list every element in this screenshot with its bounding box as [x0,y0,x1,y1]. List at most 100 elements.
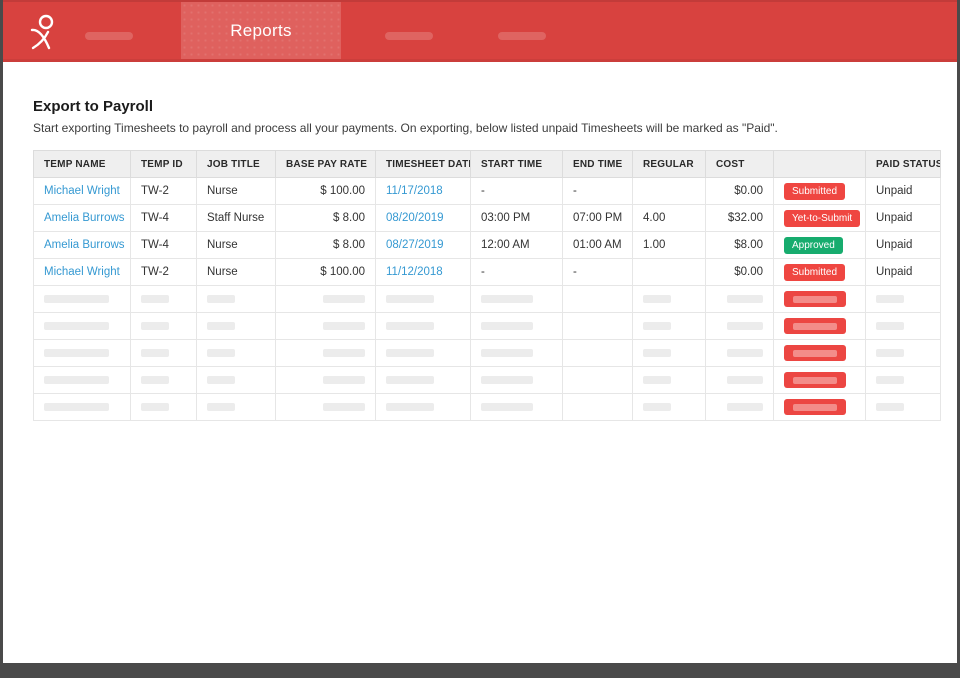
page-description: Start exporting Timesheets to payroll an… [33,121,778,135]
skeleton-bar [876,348,904,357]
table-header-row: TEMP NAME TEMP ID JOB TITLE BASE PAY RAT… [33,150,941,178]
table-row: Amelia Burrows TW-4 Staff Nurse $ 8.00 0… [33,204,941,232]
page-title: Export to Payroll [33,98,154,115]
column-header-temp-id: TEMP ID [130,150,197,178]
skeleton-status-badge [784,318,846,334]
skeleton-bar [323,348,365,357]
tab-reports[interactable]: Reports [181,2,341,59]
timesheet-date-cell: 11/17/2018 [375,177,471,205]
skeleton-bar [876,321,904,330]
skeleton-table-row [33,393,941,421]
job-title-cell: Staff Nurse [196,204,276,232]
nav-item-placeholder[interactable] [85,32,133,40]
end-time-cell: - [562,177,633,205]
timesheet-date-cell: 08/20/2019 [375,204,471,232]
timesheet-date-link[interactable]: 08/20/2019 [386,212,444,224]
skeleton-bar [323,294,365,303]
skeleton-status-badge [784,372,846,388]
start-time-cell: - [470,177,563,205]
temp-id-cell: TW-2 [130,177,197,205]
base-pay-rate-cell: $ 8.00 [275,231,376,259]
skeleton-bar [481,348,533,357]
skeleton-bar [643,375,671,384]
start-time-cell: 12:00 AM [470,231,563,259]
skeleton-bar [386,402,434,411]
skeleton-bar [386,348,434,357]
tab-reports-label: Reports [230,20,292,40]
skeleton-bar [727,321,763,330]
skeleton-status-badge [784,399,846,415]
timesheet-date-link[interactable]: 11/17/2018 [386,185,443,197]
skeleton-bar [141,321,169,330]
skeleton-bar [141,348,169,357]
nav-item-placeholder[interactable] [498,32,546,40]
job-title-cell: Nurse [196,177,276,205]
cost-cell: $32.00 [705,204,774,232]
skeleton-table-row [33,312,941,340]
skeleton-status-badge [784,291,846,307]
status-cell: Yet-to-Submit [773,204,866,232]
skeleton-status-badge [784,345,846,361]
status-cell: Submitted [773,258,866,286]
column-header-status [773,150,866,178]
skeleton-bar [876,375,904,384]
skeleton-bar [481,294,533,303]
timesheet-status-badge: Yet-to-Submit [784,209,861,227]
skeleton-bar [44,375,109,384]
column-header-job-title: JOB TITLE [196,150,276,178]
temp-name-link[interactable]: Amelia Burrows [44,239,125,251]
temp-name-cell: Amelia Burrows [33,204,131,232]
temp-name-link[interactable]: Michael Wright [44,266,120,278]
column-header-end-time: END TIME [562,150,633,178]
skeleton-bar [44,294,109,303]
skeleton-bar [481,402,533,411]
skeleton-bar [727,294,763,303]
status-cell: Approved [773,231,866,259]
regular-cell: 4.00 [632,204,706,232]
temp-id-cell: TW-4 [130,204,197,232]
timesheet-date-cell: 11/12/2018 [375,258,471,286]
temp-name-cell: Amelia Burrows [33,231,131,259]
top-navigation-bar: Reports [3,0,957,62]
skeleton-bar [323,375,365,384]
skeleton-bar [876,402,904,411]
temp-name-cell: Michael Wright [33,258,131,286]
regular-cell [632,258,706,286]
timesheet-status-badge: Submitted [784,263,846,281]
temp-id-cell: TW-4 [130,231,197,259]
base-pay-rate-cell: $ 8.00 [275,204,376,232]
temp-id-cell: TW-2 [130,258,197,286]
end-time-cell: - [562,258,633,286]
paid-status-cell: Unpaid [865,204,941,232]
skeleton-table-row [33,339,941,367]
nav-item-placeholder[interactable] [385,32,433,40]
skeleton-bar [207,375,235,384]
table-row: Amelia Burrows TW-4 Nurse $ 8.00 08/27/2… [33,231,941,259]
timesheets-table: TEMP NAME TEMP ID JOB TITLE BASE PAY RAT… [33,150,941,421]
cost-cell: $0.00 [705,177,774,205]
column-header-base-pay-rate: BASE PAY RATE [275,150,376,178]
skeleton-table-row [33,285,941,313]
skeleton-bar [386,375,434,384]
column-header-cost: COST [705,150,774,178]
skeleton-bar [141,375,169,384]
timesheet-date-link[interactable]: 11/12/2018 [386,266,443,278]
temp-name-cell: Michael Wright [33,177,131,205]
timesheet-date-link[interactable]: 08/27/2019 [386,239,444,251]
regular-cell [632,177,706,205]
start-time-cell: - [470,258,563,286]
skeleton-bar [727,402,763,411]
job-title-cell: Nurse [196,258,276,286]
temp-name-link[interactable]: Amelia Burrows [44,212,125,224]
skeleton-bar [141,402,169,411]
skeleton-bar [643,321,671,330]
timesheet-status-badge: Approved [784,236,843,254]
skeleton-bar [481,321,533,330]
temp-name-link[interactable]: Michael Wright [44,185,120,197]
app-window: Reports Export to Payroll Start exportin… [3,0,957,663]
paid-status-cell: Unpaid [865,258,941,286]
person-logo-icon[interactable] [25,14,59,50]
skeleton-table-row [33,366,941,394]
end-time-cell: 07:00 PM [562,204,633,232]
skeleton-bar [44,402,109,411]
